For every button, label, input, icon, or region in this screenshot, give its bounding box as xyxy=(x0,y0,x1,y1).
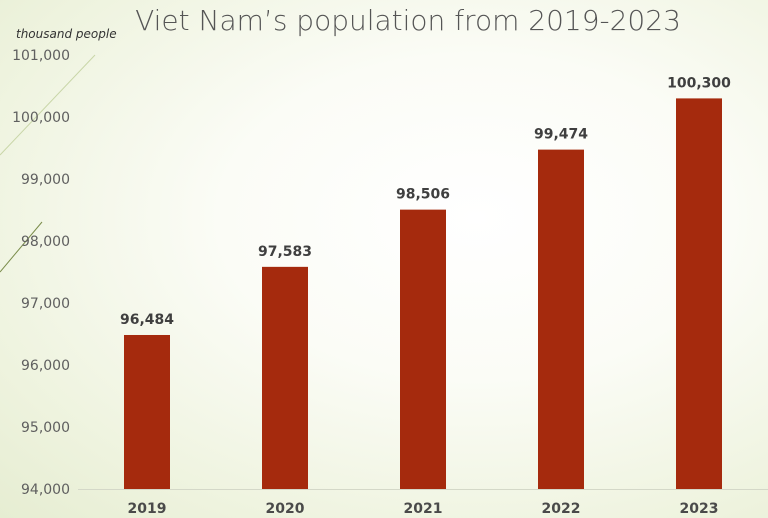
bar-2021 xyxy=(400,209,446,490)
data-label-2023: 100,300 xyxy=(667,75,731,91)
y-tick-label: 96,000 xyxy=(21,358,70,374)
decor-line-1 xyxy=(0,54,96,156)
data-label-2019: 96,484 xyxy=(120,312,174,328)
y-tick-label: 101,000 xyxy=(12,48,70,64)
bar-2020 xyxy=(262,266,308,489)
bars xyxy=(124,98,722,490)
x-tick-label-2021: 2021 xyxy=(404,501,443,517)
data-label-2021: 98,506 xyxy=(396,187,450,203)
y-tick-label: 97,000 xyxy=(21,296,70,312)
y-tick-label: 94,000 xyxy=(21,482,70,498)
decor-line-2 xyxy=(0,221,43,273)
y-tick-label: 98,000 xyxy=(21,234,70,250)
x-tick-label-2020: 2020 xyxy=(266,501,305,517)
y-tick-label: 95,000 xyxy=(21,420,70,436)
y-tick-label: 100,000 xyxy=(12,110,70,126)
bar-2022 xyxy=(538,149,584,489)
y-axis: 94,000 95,000 96,000 97,000 98,000 99,000 100,… xyxy=(12,48,70,498)
y-tick-label: 99,000 xyxy=(21,172,70,188)
y-axis-unit-label: thousand people xyxy=(16,27,117,41)
data-labels: 96,484 97,583 98,506 99,474 100,300 xyxy=(120,75,731,328)
data-label-2020: 97,583 xyxy=(258,244,312,260)
bar-2023 xyxy=(676,98,722,490)
bar-2019 xyxy=(124,334,170,489)
x-axis: 2019 2020 2021 2022 2023 xyxy=(78,489,768,517)
x-tick-label-2022: 2022 xyxy=(542,501,581,517)
chart-title: Viet Nam’s population from 2019-2023 xyxy=(135,4,681,37)
x-tick-label-2019: 2019 xyxy=(128,501,167,517)
x-tick-label-2023: 2023 xyxy=(680,501,719,517)
data-label-2022: 99,474 xyxy=(534,127,588,143)
